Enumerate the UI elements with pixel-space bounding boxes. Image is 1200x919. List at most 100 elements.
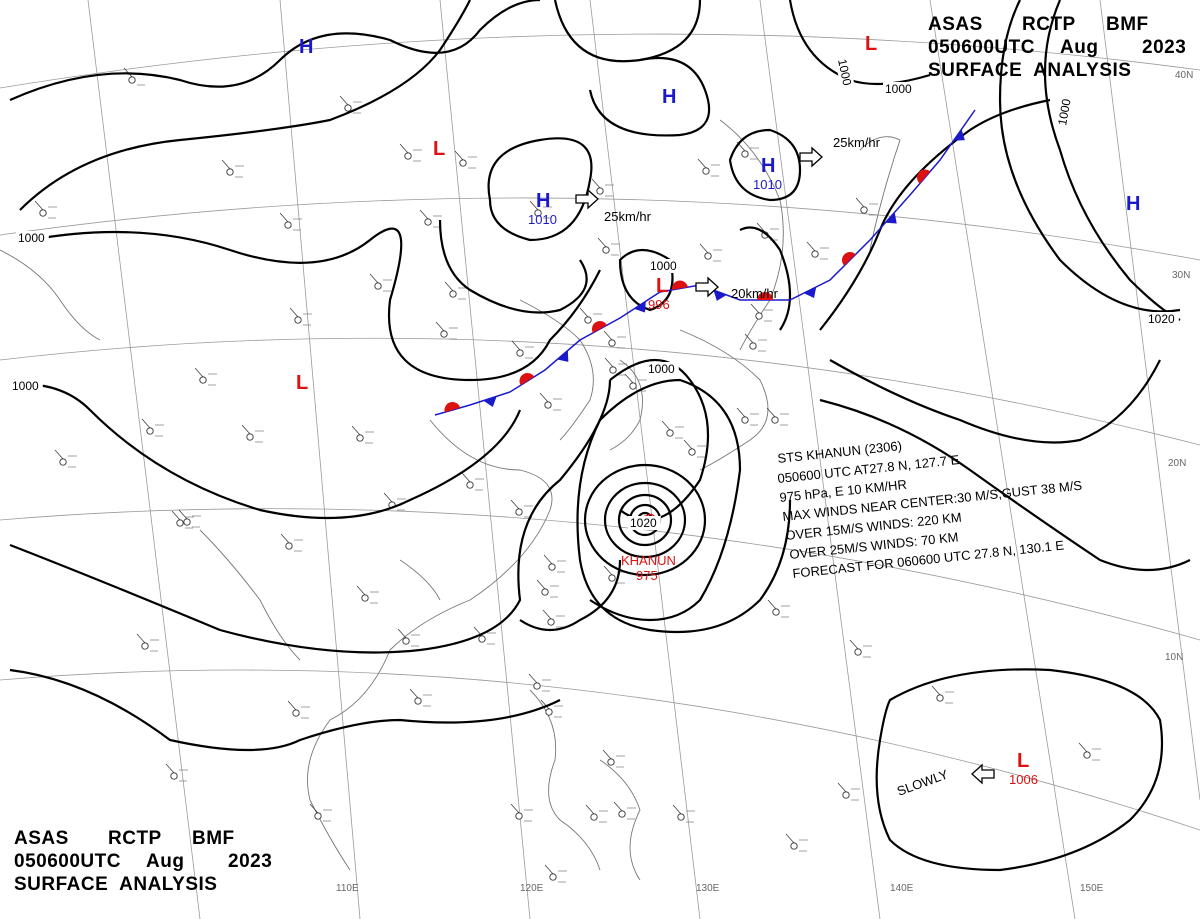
station-marker [461, 472, 484, 491]
isobar [438, 219, 588, 314]
warm-front-semicircle [519, 373, 535, 386]
station-marker [356, 585, 379, 604]
isobar [739, 226, 792, 331]
cold-front-triangle [885, 212, 897, 224]
header-bottom-line2: 050600UTC Aug 2023 [14, 850, 272, 873]
station-marker [750, 303, 773, 322]
header-source: BMF [1106, 14, 1149, 35]
front-line [434, 109, 976, 416]
station-marker [539, 392, 562, 411]
high-pressure-center: H [662, 86, 676, 108]
low-symbol: L [865, 33, 877, 55]
motion-arrows [575, 146, 995, 785]
station-marker [597, 237, 620, 256]
motion-arrow-icon [971, 763, 995, 785]
station-marker [785, 833, 808, 852]
station-marker [766, 407, 789, 426]
isobar-labels: 1000 1000 1000 1000 1000 1000 1000 1020 1020 [10, 55, 1179, 530]
station-marker [1078, 742, 1101, 761]
station-marker [603, 330, 626, 349]
station-marker [613, 801, 636, 820]
system-pressure: 1006 [1009, 772, 1038, 787]
isobar [553, 0, 702, 63]
header-month: Aug [1060, 37, 1099, 58]
high-symbol: H [536, 190, 550, 212]
low-pressure-center: L [433, 138, 445, 160]
station-marker [591, 178, 614, 197]
header-top-line2: 050600UTC Aug 2023 [928, 36, 1186, 59]
isobar [487, 137, 593, 242]
header-time: 050600UTC [14, 851, 121, 872]
isobar-label: 1000 [650, 259, 677, 273]
warm-front-semicircle [672, 280, 688, 290]
station-marker [767, 599, 790, 618]
header-top: ASAS RCTP BMF 050600UTC Aug 2023 SURFACE… [928, 13, 1186, 82]
coastline [0, 119, 901, 881]
header-top-line1: ASAS RCTP BMF [928, 13, 1186, 36]
isobar [819, 398, 1191, 572]
high-pressure-center: H [1126, 193, 1140, 215]
station-marker [399, 143, 422, 162]
isobar-label: 1000 [885, 82, 912, 96]
station-marker [339, 95, 362, 114]
station-marker [178, 509, 201, 528]
motion-label: 25km/hr [604, 209, 652, 224]
header-year: 2023 [228, 851, 273, 872]
high-symbol: H [761, 155, 775, 177]
station-marker [756, 222, 779, 241]
high-symbol: H [662, 86, 676, 108]
header-month: Aug [146, 851, 185, 872]
motion-label: SLOWLY [895, 766, 950, 798]
low-pressure-center: L [296, 372, 308, 394]
low-symbol: L [433, 138, 445, 160]
motion-arrow-icon [799, 146, 823, 168]
isobar [29, 227, 601, 382]
isobar [9, 0, 541, 102]
station-marker [529, 200, 552, 219]
low-symbol: L [656, 275, 668, 297]
isobar [998, 0, 1181, 313]
station-marker [54, 449, 77, 468]
header-station: RCTP [1022, 14, 1076, 35]
typhoon-info: STS KHANUN (2306)050600 UTC AT27.8 N, 12… [777, 438, 1083, 581]
isobar-label: 1020 [1148, 312, 1175, 326]
isobar [9, 668, 561, 752]
station-marker [351, 425, 374, 444]
motion-arrow-icon [695, 276, 719, 298]
station-marker [697, 158, 720, 177]
header-top-title: SURFACE ANALYSIS [928, 60, 1132, 81]
longitude-label: 120E [520, 883, 544, 894]
station-marker [454, 150, 477, 169]
isobar [618, 248, 674, 312]
warm-front-semicircle [592, 321, 608, 333]
header-time: 050600UTC [928, 37, 1035, 58]
low-symbol: L [1017, 750, 1029, 772]
station-marker [34, 200, 57, 219]
cold-front-triangle [557, 350, 569, 362]
station-marker [221, 159, 244, 178]
isobar [576, 419, 792, 634]
isobar-label: 1000 [18, 231, 45, 245]
station-marker [409, 688, 432, 707]
isobar [728, 128, 802, 202]
station-marker [544, 864, 567, 883]
station-marker [194, 367, 217, 386]
cold-front-triangle [953, 129, 965, 141]
station-marker [510, 499, 533, 518]
station-marker [510, 803, 533, 822]
isobar [829, 359, 1161, 444]
station-marker [287, 700, 310, 719]
cold-front-triangle [634, 301, 646, 313]
isobar [519, 559, 622, 631]
isobars [9, 0, 1191, 872]
low-symbol: L [296, 372, 308, 394]
station-marker [435, 321, 458, 340]
station-marker [543, 554, 566, 573]
